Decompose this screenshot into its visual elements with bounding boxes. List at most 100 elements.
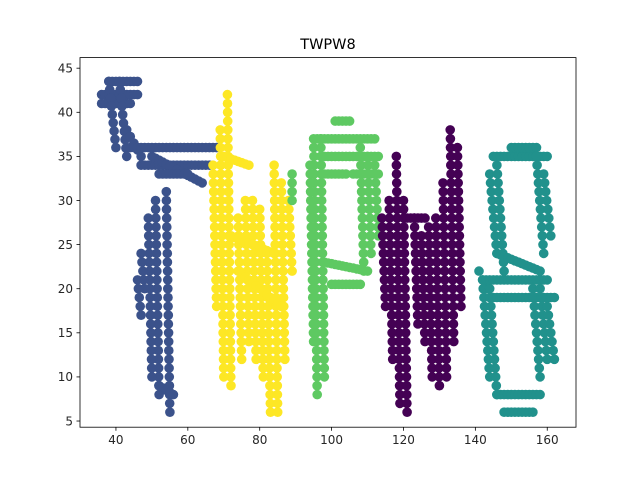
data-point [447, 231, 457, 241]
data-point [440, 319, 451, 329]
data-point [287, 169, 297, 179]
data-point [144, 266, 155, 276]
data-point [249, 266, 259, 276]
y-tick-label: 10 [58, 370, 73, 384]
data-point [364, 195, 375, 206]
data-point [153, 328, 163, 338]
data-point [279, 345, 290, 356]
data-point [393, 310, 404, 321]
data-point [153, 345, 164, 356]
data-point [272, 389, 283, 400]
data-point [247, 204, 258, 215]
data-point [434, 372, 445, 382]
data-point [441, 345, 451, 356]
data-point [224, 239, 234, 250]
data-point [356, 169, 366, 179]
data-point [248, 213, 258, 223]
data-point [279, 328, 290, 338]
data-point [446, 186, 457, 197]
data-point [372, 204, 382, 215]
data-point [379, 266, 389, 276]
data-point [117, 109, 128, 120]
data-point [419, 301, 429, 312]
data-point [391, 151, 402, 162]
data-point [426, 310, 436, 321]
data-point [365, 231, 376, 241]
data-point [270, 266, 281, 276]
data-point [449, 336, 459, 347]
data-point [215, 134, 226, 144]
data-point [162, 239, 172, 250]
data-point [431, 222, 441, 232]
data-point [286, 248, 297, 259]
data-point [456, 292, 466, 303]
data-point [532, 160, 542, 170]
data-point [448, 328, 459, 338]
data-point [318, 292, 329, 303]
data-point [380, 301, 391, 312]
data-point [393, 283, 404, 294]
data-point [535, 204, 546, 215]
data-point [262, 257, 272, 268]
data-point [235, 292, 245, 303]
data-point [151, 239, 162, 250]
x-axis: 40 60 80 100 120 140 160 [108, 427, 559, 447]
data-point [534, 195, 545, 206]
data-point [277, 204, 287, 215]
data-point [269, 195, 280, 206]
data-point [152, 310, 163, 321]
data-point [392, 195, 402, 206]
data-point [431, 231, 442, 241]
data-point [215, 142, 226, 153]
data-point [540, 186, 551, 197]
data-point [162, 266, 173, 276]
data-point [216, 222, 227, 232]
data-point [151, 231, 161, 241]
data-point [151, 257, 162, 268]
data-point [278, 275, 289, 285]
data-point [448, 292, 458, 303]
data-point [162, 222, 172, 232]
data-point [431, 239, 442, 250]
data-point [544, 213, 554, 223]
data-point [495, 204, 505, 215]
data-point [438, 213, 449, 223]
data-point [439, 266, 450, 276]
data-point [108, 118, 118, 128]
data-point [225, 336, 236, 347]
data-point [308, 328, 319, 338]
data-point [210, 231, 220, 241]
data-point [244, 336, 254, 347]
data-point [399, 248, 410, 259]
data-point [241, 248, 252, 259]
data-point [161, 204, 172, 215]
data-point [307, 257, 317, 268]
data-point [370, 169, 381, 179]
data-point [440, 283, 450, 294]
data-point [547, 336, 557, 347]
data-point [445, 125, 456, 135]
data-point [236, 328, 246, 338]
data-point [265, 407, 276, 418]
data-point [318, 275, 328, 285]
data-point [533, 345, 543, 356]
data-point [426, 345, 437, 356]
data-point [285, 231, 296, 241]
data-point [400, 283, 410, 294]
y-tick-label: 5 [65, 414, 73, 428]
data-point [357, 222, 368, 232]
data-point [135, 301, 145, 312]
data-point [542, 301, 552, 312]
data-point [224, 257, 235, 268]
data-point [248, 231, 259, 241]
data-point [272, 354, 282, 365]
data-point [263, 301, 273, 312]
data-point [385, 248, 396, 259]
data-point [455, 266, 466, 276]
data-point [272, 398, 283, 409]
data-point [271, 336, 282, 347]
data-point [541, 345, 552, 356]
data-point [272, 372, 283, 382]
data-point [424, 257, 435, 268]
